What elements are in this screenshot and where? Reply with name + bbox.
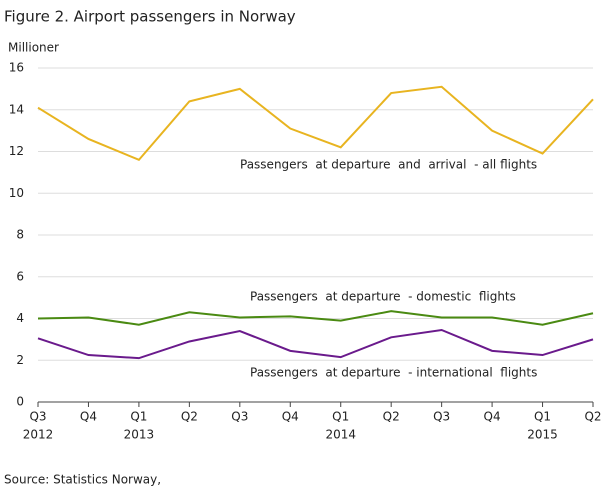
x-tick-label: Q4 — [282, 410, 299, 424]
y-tick-label: 8 — [16, 228, 24, 242]
series-label: Passengers at departure and arrival - al… — [240, 158, 537, 172]
x-tick-label: Q3 — [231, 410, 248, 424]
x-year-label: 2014 — [325, 428, 356, 442]
chart-title: Figure 2. Airport passengers in Norway — [4, 8, 296, 26]
series-line — [37, 328, 594, 360]
y-tick-label: 10 — [9, 186, 24, 200]
x-year-label: 2015 — [527, 428, 558, 442]
x-tick-label: Q3 — [433, 410, 450, 424]
y-tick-label: 14 — [9, 102, 24, 116]
x-year-label: 2013 — [124, 428, 155, 442]
x-tick-label: Q4 — [80, 410, 97, 424]
x-tick-label: Q1 — [130, 410, 147, 424]
x-tick-label: Q1 — [332, 410, 349, 424]
x-year-label: 2012 — [23, 428, 54, 442]
series-label: Passengers at departure - international … — [250, 366, 537, 380]
y-tick-label: 2 — [16, 353, 24, 367]
x-tick-label: Q3 — [29, 410, 46, 424]
x-tick-label: Q2 — [584, 410, 601, 424]
x-tick-label: Q2 — [383, 410, 400, 424]
source: Source: Statistics Norway, — [4, 473, 161, 487]
y-axis-label: Millioner — [8, 41, 59, 55]
x-tick-label: Q2 — [181, 410, 198, 424]
series-line — [37, 85, 594, 162]
y-tick-label: 16 — [9, 61, 24, 75]
y-tick-label: 12 — [9, 144, 24, 158]
series-line — [37, 310, 594, 326]
x-tick-label: Q1 — [534, 410, 551, 424]
y-tick-label: 4 — [16, 311, 24, 325]
x-tick-label: Q4 — [484, 410, 501, 424]
series-label: Passengers at departure - domestic fligh… — [250, 290, 516, 304]
y-tick-label: 0 — [16, 395, 24, 409]
y-tick-label: 6 — [16, 269, 24, 283]
